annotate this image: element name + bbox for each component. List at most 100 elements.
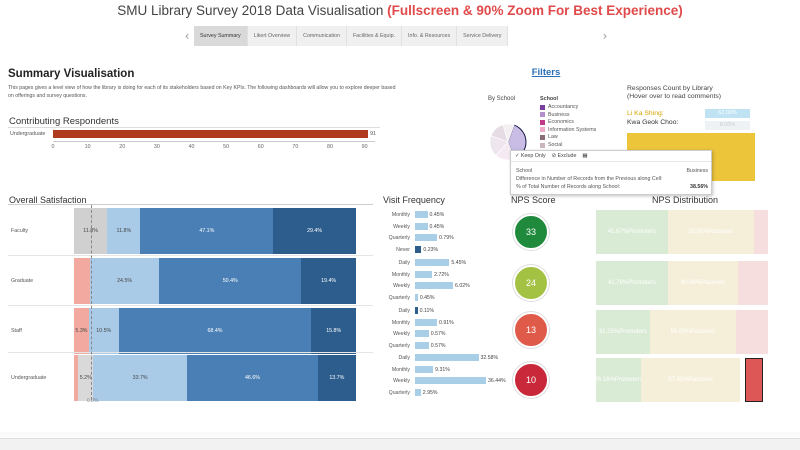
nps-distribution-segment[interactable]: [738, 261, 768, 305]
exclude-button[interactable]: ⊘ Exclude: [551, 153, 577, 159]
visit-frequency-bar[interactable]: [415, 307, 418, 314]
visit-frequency-value: 2.72%: [434, 271, 449, 278]
visit-frequency-bar[interactable]: [415, 330, 429, 337]
visit-frequency-value: 0.11%: [419, 308, 434, 314]
nps-distribution-segment[interactable]: [735, 310, 768, 354]
visit-frequency-bar[interactable]: [415, 234, 437, 241]
nps-distribution-segment[interactable]: 40.86% Passives: [667, 261, 739, 305]
nps-distribution-segment[interactable]: [753, 210, 768, 254]
visit-frequency-bar[interactable]: [415, 388, 421, 396]
satisfaction-segment[interactable]: 46.6%: [187, 355, 318, 401]
tab-likert-overview[interactable]: Likert Overview: [247, 26, 298, 46]
nps-distribution-percent: 57.65%: [668, 377, 689, 383]
filters-link[interactable]: Filters: [531, 67, 561, 78]
visit-frequency-bar[interactable]: [415, 222, 428, 230]
satisfaction-segment[interactable]: 19.4%: [301, 258, 356, 304]
next-tab-arrow-icon[interactable]: ›: [602, 29, 608, 43]
satisfaction-segment[interactable]: 29.4%: [273, 208, 356, 254]
nps-distribution-segment[interactable]: 50.00% Passives: [667, 210, 754, 254]
visit-frequency-value: 0.45%: [419, 294, 435, 301]
visit-frequency-value: 0.45%: [429, 212, 445, 218]
satisfaction-segment[interactable]: 11.8%: [74, 208, 108, 254]
visit-frequency-label: Quarterly: [388, 235, 410, 241]
responses-title: Responses Count by Library: [627, 85, 713, 92]
nps-distribution-segment[interactable]: 41.67% Promoters: [596, 210, 668, 254]
prev-tab-arrow-icon[interactable]: ‹: [184, 29, 190, 43]
nps-distribution-percent: 41.67%: [607, 229, 629, 235]
satisfaction-segment[interactable]: 11.8%: [107, 208, 141, 254]
contributing-category-label: Undergraduate: [10, 131, 46, 137]
satisfaction-segment[interactable]: 47.1%: [140, 208, 274, 254]
contributing-tick-label: 40: [188, 144, 195, 150]
tab-service-delivery[interactable]: Service Delivery: [457, 26, 509, 46]
visit-frequency-bar[interactable]: [415, 270, 433, 278]
horizontal-scrollbar[interactable]: [0, 432, 800, 437]
school-legend-item[interactable]: Economics: [540, 119, 574, 125]
tab-facilities-equip[interactable]: Facilities & Equip.: [346, 26, 403, 46]
nps-distribution-segment[interactable]: [745, 358, 763, 402]
nps-distribution-segment[interactable]: 31.25% Promoters: [596, 310, 650, 354]
satisfaction-segment[interactable]: [74, 355, 79, 401]
school-legend-item[interactable]: Business: [540, 112, 570, 118]
satisfaction-segment[interactable]: 5.2%: [78, 355, 94, 401]
satisfaction-category-label: Undergraduate: [11, 375, 47, 381]
library-name-kwa-geok-choo[interactable]: Kwa Geok Choo:: [627, 119, 679, 126]
nps-score-title: NPS Score: [511, 195, 556, 205]
visit-frequency-value: 0.91%: [439, 319, 454, 326]
school-legend-item[interactable]: Information Systems: [540, 127, 596, 133]
visit-frequency-label: Weekly: [393, 223, 410, 230]
contributing-bar[interactable]: [53, 130, 369, 138]
satisfaction-segment[interactable]: 5.3%: [74, 308, 89, 354]
nps-score-marker[interactable]: 33: [513, 214, 549, 250]
tooltip-row: School Business: [516, 168, 708, 174]
nps-distribution-segment[interactable]: 50.00% Passives: [649, 310, 736, 354]
visit-frequency-bar[interactable]: [415, 365, 434, 373]
school-legend-swatch: [540, 104, 545, 110]
visit-frequency-bar[interactable]: [415, 211, 428, 218]
visit-frequency-value: 2.95%: [422, 389, 438, 396]
school-legend-item[interactable]: Law: [540, 134, 558, 140]
visit-frequency-label: Daily: [398, 308, 410, 314]
keep-only-button[interactable]: ✓ Keep Only: [515, 153, 546, 159]
title-highlight: (Fullscreen & 90% Zoom For Best Experien…: [387, 3, 683, 18]
dashboard-title: SMU Library Survey 2018 Data Visualisati…: [0, 3, 800, 18]
tab-communication[interactable]: Communication: [297, 26, 347, 46]
school-legend-item[interactable]: Social: [540, 142, 562, 148]
nps-distribution-segment[interactable]: 26.16% Promoters: [594, 358, 643, 402]
satisfaction-segment[interactable]: 24.5%: [90, 258, 160, 304]
satisfaction-segment[interactable]: 68.4%: [118, 308, 312, 354]
visit-frequency-bar[interactable]: [415, 259, 450, 266]
visit-frequency-label: Weekly: [393, 283, 410, 289]
nps-distribution-segment[interactable]: 41.78% Promoters: [596, 261, 668, 305]
visit-frequency-bar[interactable]: [415, 341, 429, 349]
visit-frequency-bar[interactable]: [415, 354, 479, 361]
satisfaction-segment[interactable]: 13.7%: [317, 355, 356, 401]
nps-score-marker[interactable]: 10: [513, 362, 549, 398]
library-name-li-ka-shing[interactable]: Li Ka Shing:: [627, 110, 664, 117]
school-legend-item[interactable]: Accountancy: [540, 104, 578, 110]
satisfaction-segment[interactable]: [74, 258, 91, 304]
satisfaction-segment[interactable]: 50.4%: [159, 258, 302, 304]
satisfaction-segment[interactable]: 15.8%: [311, 308, 356, 354]
satisfaction-segment[interactable]: 10.5%: [88, 308, 119, 354]
satisfaction-segment[interactable]: 33.7%: [93, 355, 188, 401]
visit-frequency-bar[interactable]: [415, 293, 418, 301]
nps-score-marker[interactable]: 13: [513, 312, 549, 348]
tooltip-toolbar: ✓ Keep Only ⊘ Exclude ▦: [511, 151, 711, 162]
visit-frequency-bar[interactable]: [415, 245, 422, 253]
pie-slice[interactable]: [502, 123, 515, 143]
nps-score-marker[interactable]: 24: [513, 265, 549, 301]
visit-frequency-label: Quarterly: [388, 294, 410, 301]
tab-info-resources[interactable]: Info. & Resources: [402, 26, 458, 46]
visit-frequency-label: Monthly: [391, 212, 410, 218]
contributing-tick-label: 60: [257, 144, 264, 150]
nps-distribution-segment[interactable]: 57.65% Passives: [640, 358, 741, 402]
section-divider: [8, 204, 373, 205]
visit-frequency-bar[interactable]: [415, 282, 453, 289]
visit-frequency-bar[interactable]: [415, 377, 487, 384]
view-data-grid-icon[interactable]: ▦: [582, 153, 588, 159]
visit-frequency-bar[interactable]: [415, 318, 437, 326]
tab-survey-summary[interactable]: Survey Summary: [194, 26, 248, 46]
contributing-respondents-title: Contributing Respondents: [9, 116, 119, 127]
nps-distribution-name: Promoters: [614, 377, 643, 383]
